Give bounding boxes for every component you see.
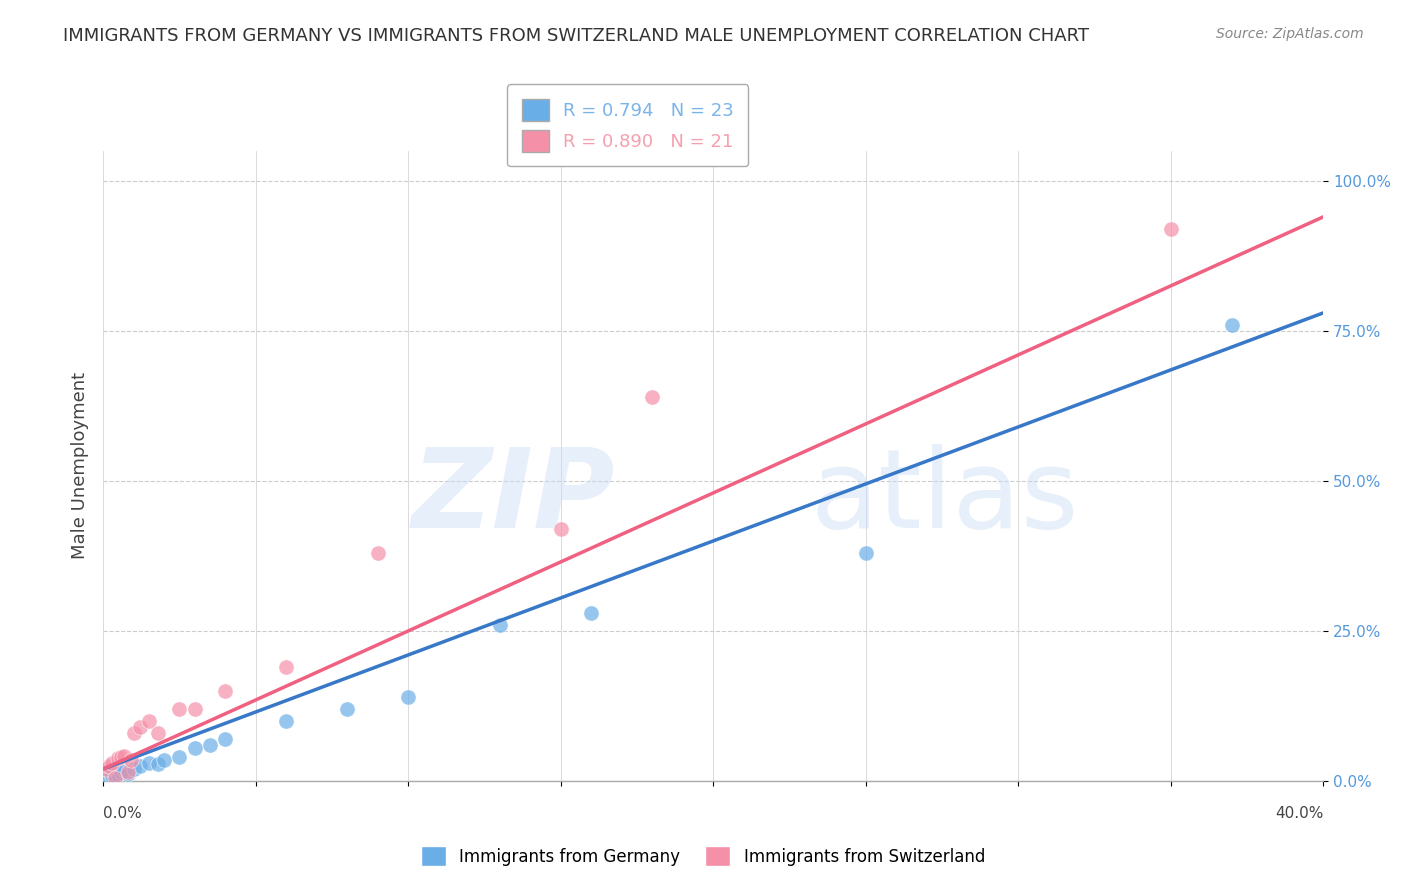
- Point: [146, 726, 169, 740]
- Point: [198, 738, 221, 752]
- Point: [101, 756, 124, 770]
- Text: 0.0%: 0.0%: [103, 806, 142, 822]
- Point: [128, 759, 150, 773]
- Point: [488, 618, 510, 632]
- Point: [107, 766, 129, 780]
- Point: [110, 764, 132, 779]
- Point: [214, 731, 236, 746]
- Point: [117, 766, 139, 780]
- Point: [183, 741, 205, 756]
- Point: [107, 751, 129, 765]
- Point: [367, 546, 389, 560]
- Point: [104, 771, 127, 785]
- Point: [128, 720, 150, 734]
- Legend: Immigrants from Germany, Immigrants from Switzerland: Immigrants from Germany, Immigrants from…: [412, 838, 994, 875]
- Legend: R = 0.794   N = 23, R = 0.890   N = 21: R = 0.794 N = 23, R = 0.890 N = 21: [508, 84, 748, 166]
- Point: [153, 753, 176, 767]
- Point: [138, 714, 160, 728]
- Point: [122, 726, 145, 740]
- Point: [98, 759, 121, 773]
- Point: [138, 756, 160, 770]
- Point: [169, 702, 191, 716]
- Text: atlas: atlas: [811, 444, 1080, 551]
- Point: [110, 750, 132, 764]
- Text: ZIP: ZIP: [412, 444, 616, 551]
- Point: [114, 763, 136, 777]
- Point: [96, 762, 118, 776]
- Y-axis label: Male Unemployment: Male Unemployment: [72, 372, 89, 559]
- Point: [550, 522, 572, 536]
- Point: [641, 390, 664, 404]
- Point: [98, 771, 121, 785]
- Point: [1160, 222, 1182, 236]
- Point: [104, 768, 127, 782]
- Text: 40.0%: 40.0%: [1275, 806, 1323, 822]
- Point: [101, 769, 124, 783]
- Text: Source: ZipAtlas.com: Source: ZipAtlas.com: [1216, 27, 1364, 41]
- Point: [336, 702, 359, 716]
- Point: [122, 762, 145, 776]
- Point: [855, 546, 877, 560]
- Point: [396, 690, 419, 704]
- Text: IMMIGRANTS FROM GERMANY VS IMMIGRANTS FROM SWITZERLAND MALE UNEMPLOYMENT CORRELA: IMMIGRANTS FROM GERMANY VS IMMIGRANTS FR…: [63, 27, 1090, 45]
- Point: [120, 753, 142, 767]
- Point: [276, 714, 298, 728]
- Point: [276, 660, 298, 674]
- Point: [214, 684, 236, 698]
- Point: [169, 750, 191, 764]
- Point: [1220, 318, 1243, 332]
- Point: [579, 606, 602, 620]
- Point: [183, 702, 205, 716]
- Point: [117, 764, 139, 779]
- Point: [146, 757, 169, 772]
- Point: [114, 748, 136, 763]
